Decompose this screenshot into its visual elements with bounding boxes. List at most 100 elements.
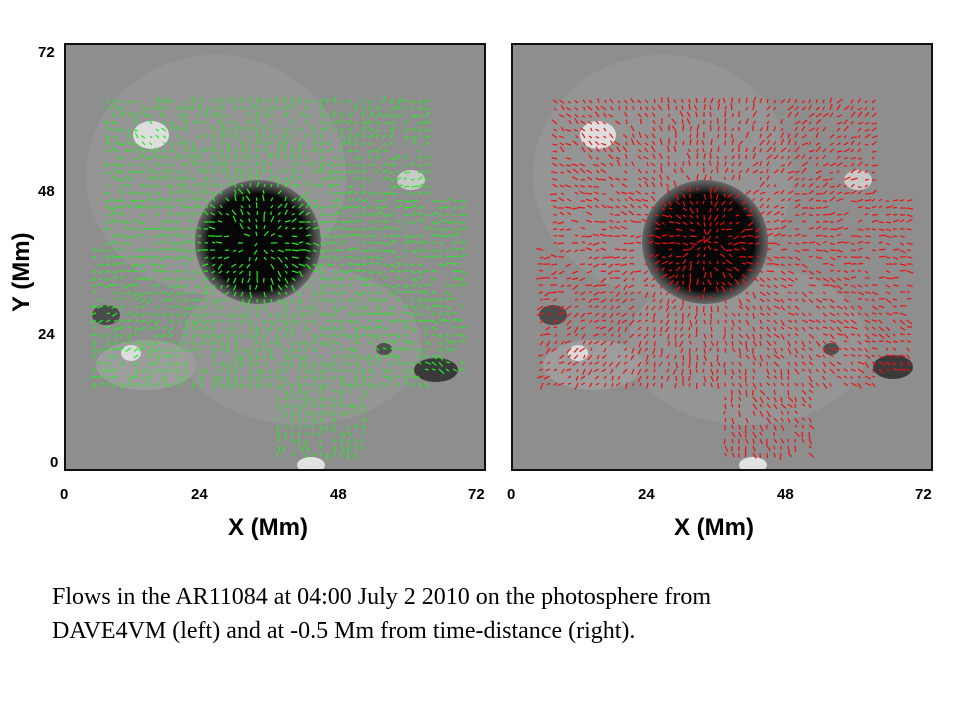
flow-arrow bbox=[773, 452, 776, 458]
flow-arrow bbox=[118, 178, 125, 181]
flow-arrow bbox=[154, 347, 160, 354]
flow-arrow bbox=[659, 333, 663, 337]
flow-arrow bbox=[270, 368, 273, 374]
flow-arrow bbox=[850, 276, 857, 279]
flow-arrow bbox=[657, 104, 663, 111]
flow-arrow bbox=[724, 132, 727, 139]
flow-arrow bbox=[596, 169, 600, 174]
flow-arrow bbox=[382, 142, 387, 146]
flow-arrow bbox=[382, 333, 387, 337]
flow-arrow bbox=[836, 291, 843, 294]
flow-arrow bbox=[134, 333, 139, 336]
flow-arrow bbox=[305, 148, 309, 153]
flow-arrow bbox=[808, 227, 814, 230]
flow-arrow bbox=[892, 333, 896, 337]
flow-arrow bbox=[654, 260, 660, 265]
flow-arrow bbox=[759, 160, 763, 167]
flow-arrow bbox=[180, 291, 188, 296]
flow-arrow bbox=[128, 170, 132, 174]
flow-arrow bbox=[305, 112, 310, 118]
flow-arrow bbox=[558, 114, 565, 118]
flow-arrow bbox=[154, 198, 160, 202]
flow-arrow bbox=[822, 162, 830, 167]
flow-arrow bbox=[864, 121, 870, 125]
flow-arrow bbox=[161, 99, 167, 104]
flow-arrow bbox=[871, 198, 876, 202]
flow-arrow bbox=[354, 445, 358, 450]
flow-arrow bbox=[702, 281, 705, 286]
flow-arrow bbox=[864, 106, 868, 111]
flow-arrow bbox=[572, 361, 579, 366]
flow-arrow bbox=[410, 106, 414, 111]
flow-arrow bbox=[703, 375, 707, 383]
flow-arrow bbox=[836, 319, 844, 325]
flow-arrow bbox=[601, 228, 607, 231]
flow-arrow bbox=[354, 319, 359, 325]
flow-arrow bbox=[211, 195, 216, 202]
flow-arrow bbox=[117, 347, 125, 351]
flow-arrow bbox=[681, 105, 684, 111]
flow-arrow bbox=[696, 186, 699, 191]
flow-arrow bbox=[256, 347, 259, 354]
flow-arrow bbox=[183, 375, 188, 382]
flow-arrow bbox=[871, 107, 875, 111]
flow-arrow bbox=[668, 214, 673, 219]
flow-arrow bbox=[340, 452, 343, 458]
flow-arrow bbox=[864, 143, 869, 146]
flow-arrow bbox=[651, 284, 656, 288]
flow-arrow bbox=[735, 214, 740, 217]
flow-arrow bbox=[403, 106, 407, 111]
flow-arrow bbox=[354, 368, 358, 374]
flow-arrow bbox=[864, 375, 871, 380]
flow-arrow bbox=[298, 312, 305, 317]
flow-arrow bbox=[759, 403, 763, 408]
flow-arrow bbox=[647, 234, 655, 237]
flow-arrow bbox=[546, 312, 551, 316]
flow-arrow bbox=[124, 149, 132, 153]
flow-arrow bbox=[716, 166, 719, 174]
flow-arrow bbox=[149, 368, 153, 375]
flow-arrow bbox=[600, 340, 607, 346]
flow-arrow bbox=[836, 277, 842, 282]
flow-arrow bbox=[780, 305, 786, 311]
flow-arrow bbox=[112, 163, 118, 167]
flow-arrow bbox=[155, 103, 160, 111]
flow-arrow bbox=[878, 248, 886, 251]
flow-arrow bbox=[160, 263, 167, 269]
flow-arrow bbox=[312, 417, 316, 425]
flow-arrow bbox=[675, 266, 681, 272]
flow-arrow bbox=[615, 312, 621, 316]
flow-arrow bbox=[773, 219, 780, 223]
flow-arrow bbox=[169, 361, 174, 367]
flow-arrow bbox=[263, 319, 266, 325]
flow-arrow bbox=[836, 104, 841, 111]
flow-arrow bbox=[154, 184, 160, 188]
flow-arrow bbox=[906, 368, 910, 372]
flow-arrow bbox=[580, 120, 586, 125]
flow-arrow bbox=[283, 145, 286, 153]
flow-arrow bbox=[312, 333, 318, 340]
flow-arrow bbox=[361, 263, 366, 266]
flow-arrow bbox=[641, 198, 649, 202]
flow-arrow bbox=[118, 262, 125, 265]
flow-arrow bbox=[277, 249, 285, 253]
flow-arrow bbox=[609, 133, 614, 139]
flow-arrow bbox=[141, 162, 146, 167]
flow-arrow bbox=[105, 326, 111, 329]
flow-arrow bbox=[752, 326, 756, 332]
flow-arrow bbox=[445, 361, 451, 364]
flow-arrow bbox=[238, 263, 244, 269]
flow-arrow bbox=[284, 181, 290, 188]
flow-arrow bbox=[738, 333, 744, 339]
flow-arrow bbox=[710, 326, 713, 332]
flow-arrow bbox=[396, 354, 400, 360]
flow-arrow bbox=[650, 145, 656, 153]
flow-arrow bbox=[560, 368, 565, 374]
flow-arrow bbox=[780, 189, 785, 195]
flow-arrow bbox=[163, 340, 167, 345]
flow-arrow bbox=[106, 106, 111, 111]
flow-arrow bbox=[156, 368, 160, 373]
flow-arrow bbox=[631, 382, 635, 387]
flow-arrow bbox=[815, 319, 821, 324]
flow-arrow bbox=[161, 240, 167, 244]
